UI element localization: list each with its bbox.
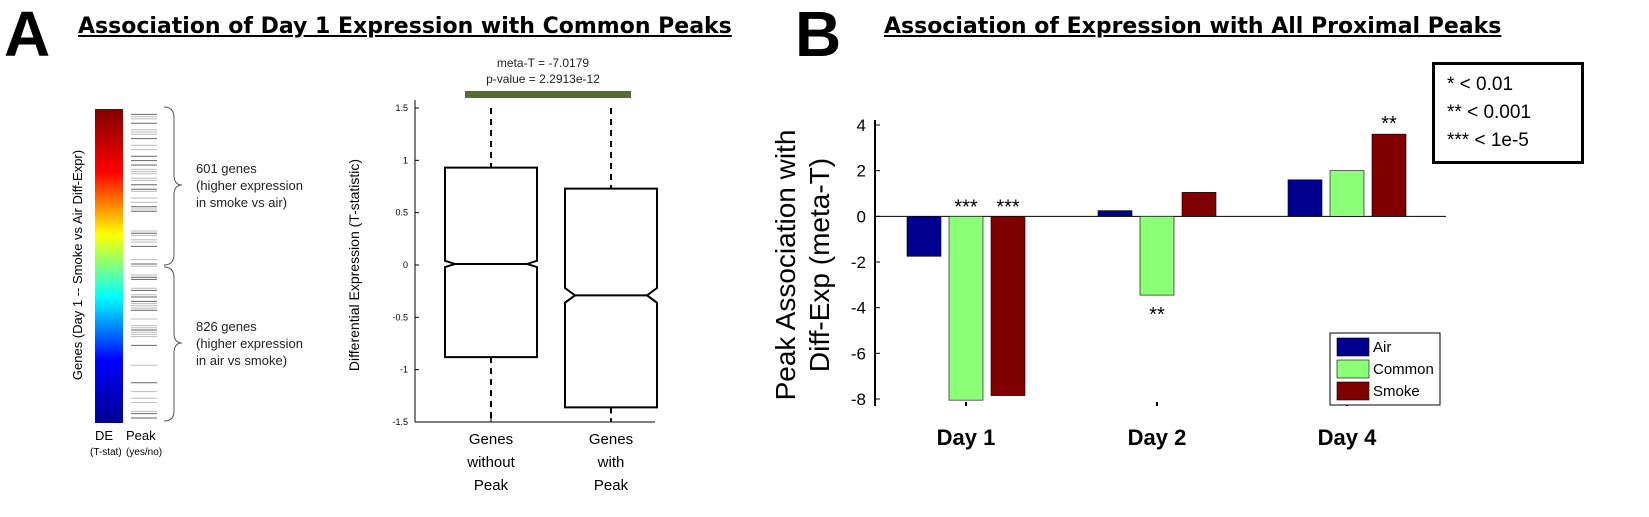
bar-air xyxy=(906,216,942,257)
bar-y-tick-label: -2 xyxy=(851,253,866,272)
legend-swatch xyxy=(1336,337,1370,357)
boxplot-ylabel: Differential Expression (T-statistic) xyxy=(346,159,362,371)
boxplot-chart: Differential Expression (T-statistic) 1.… xyxy=(346,91,658,494)
significance-legend-item: * < 0.01 xyxy=(1447,74,1514,95)
boxplot-y-tick-label: 0.5 xyxy=(395,208,408,218)
box-body xyxy=(564,187,658,409)
bar-y-tick-label: 4 xyxy=(857,116,866,135)
gene-group-smoke: 601 genes (higher expression in smoke vs… xyxy=(196,160,303,211)
significance-stars: ** xyxy=(1381,113,1397,135)
significance-legend-item: *** < 1e-5 xyxy=(1447,130,1529,151)
significance-legend: * < 0.01 ** < 0.001 *** < 1e-5 xyxy=(1432,62,1584,164)
boxplot-category-label: Genes xyxy=(469,431,513,448)
heatmap: Genes (Day 1 -- Smoke vs Air Diff-Expr) xyxy=(70,106,183,423)
bar-air xyxy=(1287,179,1323,217)
boxplot-y-tick-label: 1 xyxy=(403,155,408,165)
box-body xyxy=(444,166,538,359)
panel-b-title: Association of Expression with All Proxi… xyxy=(884,14,1502,39)
meta-t-label: meta-T = -7.0179 xyxy=(496,56,590,70)
group-brace-lower xyxy=(163,266,183,422)
significance-stars: *** xyxy=(996,196,1020,218)
boxplot-category-label: without xyxy=(466,454,515,471)
significance-stars: ** xyxy=(1149,304,1165,326)
bar-chart: Peak Association with Diff-Exp (meta-T) … xyxy=(770,113,1446,450)
de-colorbar xyxy=(95,109,123,423)
peak-sublabel: (yes/no) xyxy=(126,447,163,458)
bar-common xyxy=(1139,216,1175,296)
legend-label: Air xyxy=(1373,339,1391,356)
significance-bar xyxy=(465,91,631,98)
significance-legend-item: ** < 0.001 xyxy=(1447,102,1531,123)
bar-y-tick-label: 0 xyxy=(857,207,866,226)
bar-y-tick-label: -8 xyxy=(851,390,866,409)
bar-ylabel-line2: Diff-Exp (meta-T) xyxy=(804,158,835,372)
gene-group-line: (higher expression xyxy=(196,178,303,193)
boxplot-category-label: with xyxy=(597,454,625,471)
bar-common xyxy=(1329,170,1365,217)
group-brace-upper xyxy=(163,106,183,266)
boxplot-y-tick-label: -1 xyxy=(400,365,408,375)
bar-category-label: Day 1 xyxy=(937,425,996,450)
bar-air xyxy=(1097,210,1133,217)
peak-label: Peak xyxy=(126,428,156,443)
gene-group-line: in smoke vs air) xyxy=(196,195,288,210)
legend-label: Smoke xyxy=(1373,383,1420,400)
panel-a-title: Association of Day 1 Expression with Com… xyxy=(78,14,732,39)
bar-ylabel-line1: Peak Association with xyxy=(770,130,801,401)
bar-y-tick-label: 2 xyxy=(857,162,866,181)
stats-annotation: meta-T = -7.0179 p-value = 2.2913e-12 xyxy=(455,55,631,87)
p-value-label: p-value = 2.2913e-12 xyxy=(486,72,600,86)
boxplot-y-tick-label: -0.5 xyxy=(392,312,408,322)
legend-swatch xyxy=(1336,359,1370,379)
boxplot-y-tick-label: 1.5 xyxy=(395,103,408,113)
significance-stars: *** xyxy=(954,196,978,218)
gene-group-line: in air vs smoke) xyxy=(196,353,288,368)
bar-category-label: Day 4 xyxy=(1318,425,1377,450)
bar-category-label: Day 2 xyxy=(1128,425,1187,450)
gene-group-line: (higher expression xyxy=(196,336,303,351)
de-sublabel: (T-stat) xyxy=(90,447,122,458)
bar-smoke xyxy=(1371,133,1407,217)
bar-y-tick-label: -6 xyxy=(851,344,866,363)
de-label: DE xyxy=(95,428,114,443)
boxplot-y-tick-label: -1.5 xyxy=(392,417,408,427)
panel-b-letter: B xyxy=(795,0,842,70)
boxplot-category-label: Peak xyxy=(474,477,509,494)
boxplot-category-label: Peak xyxy=(594,477,629,494)
bar-smoke xyxy=(990,216,1026,396)
gene-group-air: 826 genes (higher expression in air vs s… xyxy=(196,318,303,369)
bar-smoke xyxy=(1181,192,1217,217)
peak-column xyxy=(131,113,157,419)
gene-group-count: 601 genes xyxy=(196,161,257,176)
panel-a-letter: A xyxy=(4,0,51,70)
heatmap-ylabel: Genes (Day 1 -- Smoke vs Air Diff-Expr) xyxy=(70,150,85,380)
legend-swatch xyxy=(1336,381,1370,401)
bar-common xyxy=(948,216,984,401)
boxplot-y-tick-label: 0 xyxy=(403,260,408,270)
boxplot-category-label: Genes xyxy=(589,431,633,448)
bar-y-tick-label: -4 xyxy=(851,299,866,318)
legend-label: Common xyxy=(1373,361,1434,378)
gene-group-count: 826 genes xyxy=(196,319,257,334)
